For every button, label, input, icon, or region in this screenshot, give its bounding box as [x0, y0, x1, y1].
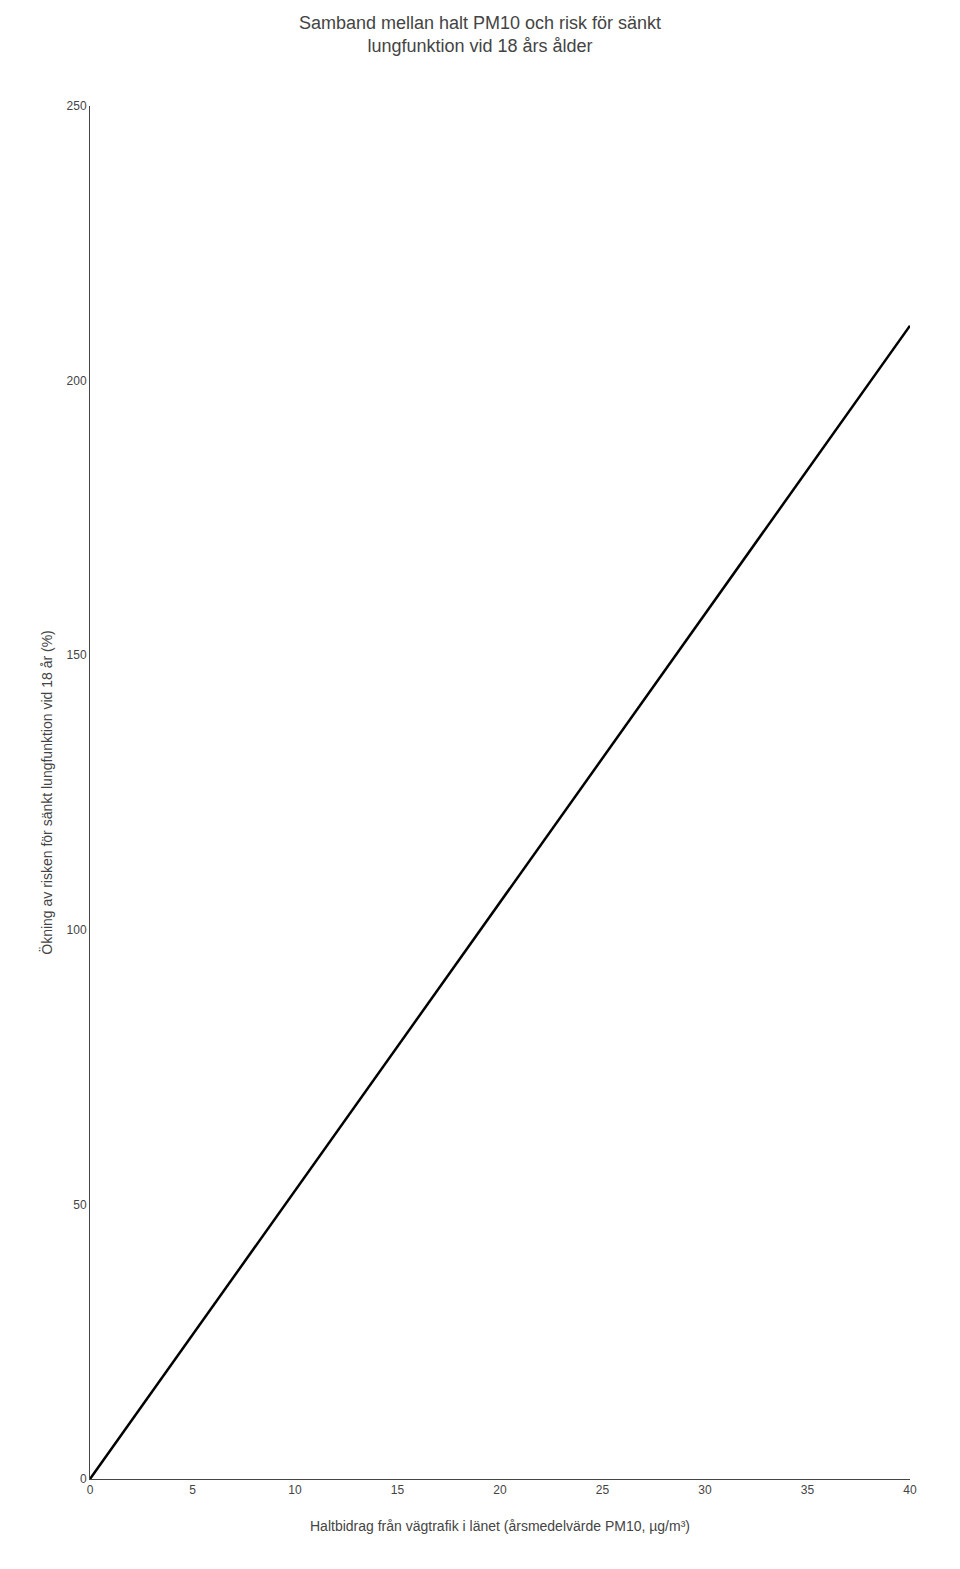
svg-text:150: 150: [67, 648, 87, 662]
svg-text:200: 200: [67, 374, 87, 388]
svg-text:10: 10: [288, 1483, 302, 1497]
svg-text:35: 35: [801, 1483, 815, 1497]
svg-text:50: 50: [73, 1198, 87, 1212]
svg-text:30: 30: [698, 1483, 712, 1497]
svg-text:15: 15: [391, 1483, 405, 1497]
svg-text:Haltbidrag från vägtrafik i lä: Haltbidrag från vägtrafik i länet (årsme…: [310, 1518, 690, 1534]
svg-text:100: 100: [67, 923, 87, 937]
svg-text:20: 20: [493, 1483, 507, 1497]
svg-text:250: 250: [67, 99, 87, 113]
svg-text:5: 5: [189, 1483, 196, 1497]
svg-text:25: 25: [596, 1483, 610, 1497]
svg-text:Ökning av risken för sänkt lun: Ökning av risken för sänkt lungfunktion …: [38, 630, 55, 955]
svg-text:40: 40: [903, 1483, 917, 1497]
svg-text:0: 0: [80, 1472, 87, 1486]
svg-text:0: 0: [87, 1483, 94, 1497]
svg-text:Samband mellan halt PM10 och r: Samband mellan halt PM10 och risk för sä…: [299, 13, 661, 56]
